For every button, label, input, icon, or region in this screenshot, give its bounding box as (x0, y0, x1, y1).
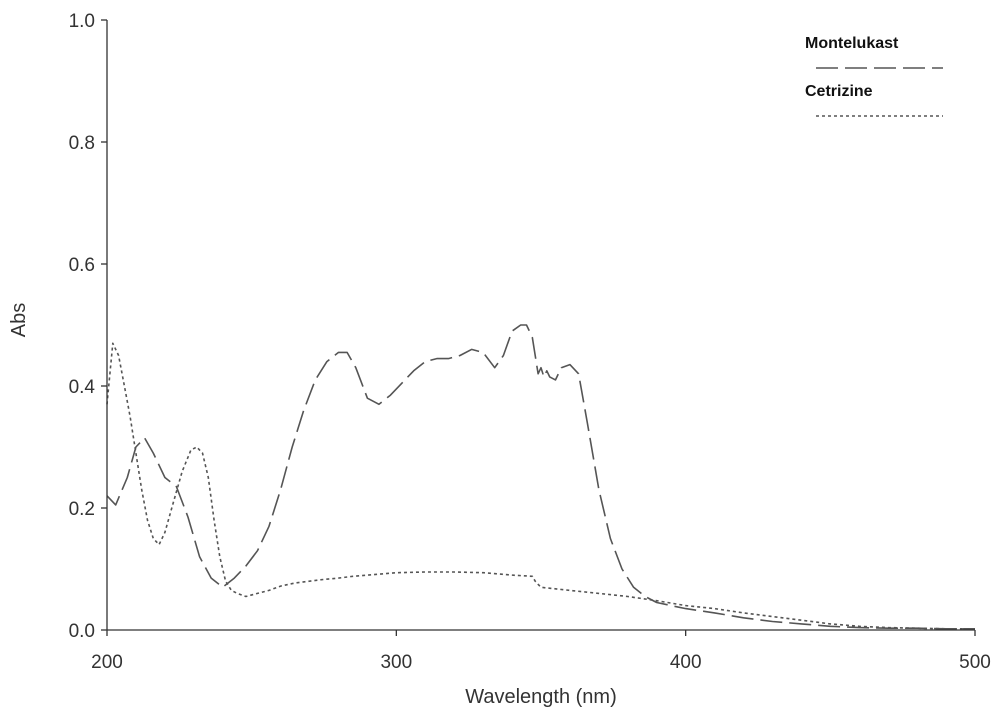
x-ticks: 200 300 400 500 (91, 630, 991, 673)
x-tick-label: 200 (91, 652, 123, 673)
y-tick-label: 0.8 (69, 133, 95, 154)
legend-label-cetrizine: Cetrizine (805, 83, 873, 100)
legend-label-montelukast: Montelukast (805, 35, 899, 52)
legend: Montelukast Cetrizine (805, 35, 943, 117)
x-tick-label: 500 (959, 652, 991, 673)
series-line-cetrizine (106, 342, 975, 630)
series-line-montelukast (106, 324, 975, 630)
series-group (106, 324, 975, 630)
y-axis-title: Abs (8, 303, 30, 337)
x-axis-title: Wavelength (nm) (465, 686, 617, 708)
y-ticks: 0.0 0.2 0.4 0.6 0.8 1.0 (69, 11, 107, 642)
axes (106, 20, 975, 631)
y-tick-label: 0.2 (69, 499, 95, 520)
y-tick-label: 0.6 (69, 255, 95, 276)
x-tick-label: 300 (380, 652, 412, 673)
y-tick-label: 1.0 (69, 11, 95, 32)
x-tick-label: 400 (670, 652, 702, 673)
y-tick-label: 0.0 (69, 621, 95, 642)
y-tick-label: 0.4 (69, 377, 96, 398)
